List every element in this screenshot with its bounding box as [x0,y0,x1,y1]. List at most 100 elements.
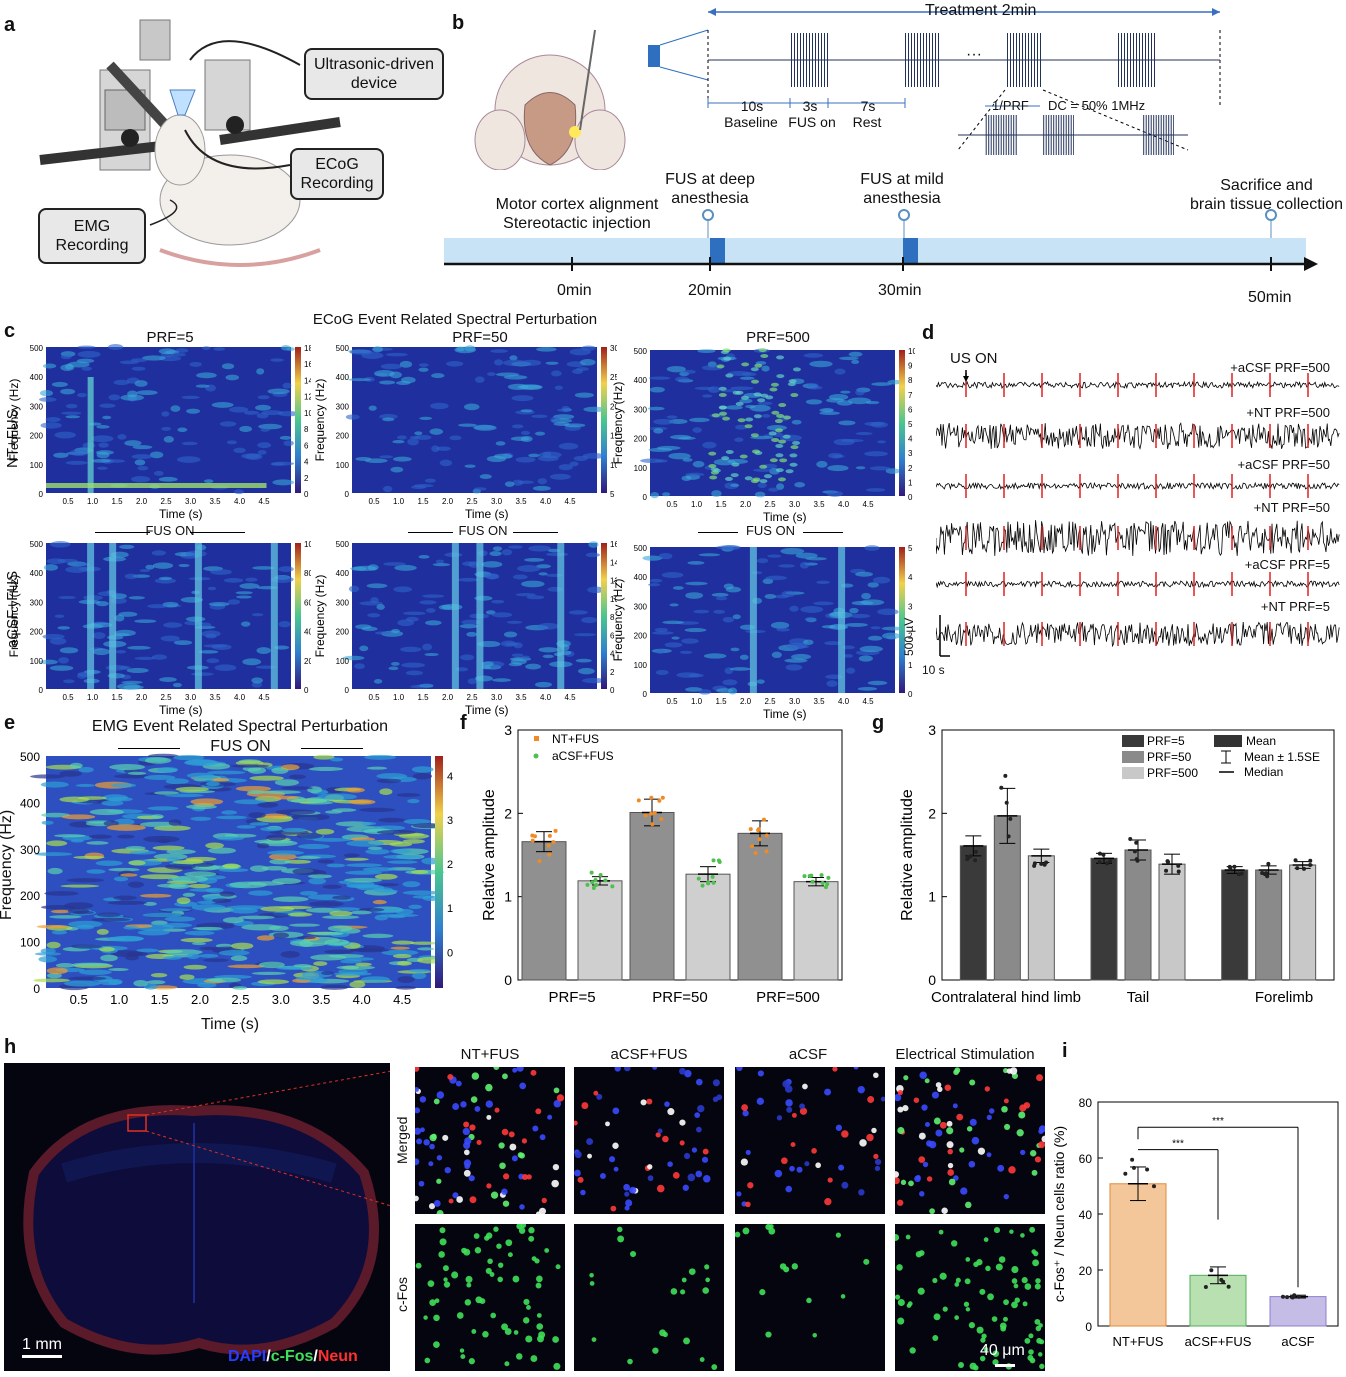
ecog-ytick: 400 [30,569,44,578]
ecog-xtick: 2.5 [764,500,776,509]
ecog-xtick: 1.0 [87,497,99,506]
emg-xtick: 3.5 [312,992,330,1007]
colorbar-tick: 4 [304,458,309,467]
legend-PRF=500: PRF=500 [1147,766,1198,780]
ecog-xtick: 3.5 [209,693,221,702]
micro-col-electrical-stimulation: Electrical Stimulation [895,1046,1035,1063]
ecog-col-prf50: PRF=50 [452,329,508,346]
sig-2: *** [1212,1116,1224,1127]
emg-colorbar-tick: 0 [447,947,453,959]
ecog-xtick: 2.0 [136,693,148,702]
ylabel: c-Fos⁺ / Neun cells ratio (%) [1051,1126,1067,1302]
data-point [750,844,755,849]
ecog-ytick: 200 [30,628,44,637]
ecog-xtick: 2.0 [740,500,752,509]
data-point [1044,860,1049,865]
emg-xlabel: Time (s) [200,1016,260,1033]
ecog-trace-1 [936,422,1340,451]
ytick: 0 [1085,1320,1092,1334]
timeline-time-0: 0min [557,282,592,299]
colorbar-tick: 0 [908,493,913,502]
duty-cycle-label: DC = 50% 1MHz [1048,98,1146,113]
ecog-xtick: 4.5 [862,500,874,509]
micro-image-1-1 [574,1224,724,1371]
data-point [757,837,762,842]
data-point [711,858,716,863]
data-point [700,883,705,888]
bar-PRF=5 [959,845,987,981]
ecog-fus-on-3: FUS ON [698,523,843,538]
ytick: 80 [1079,1096,1093,1110]
ecog-ylabel: Frequency (Hz) [611,382,625,465]
category-label: Contralateral hind limb [931,989,1081,1006]
colorbar-tick: 25 [610,373,617,382]
ecog-xtick: 1.0 [87,693,99,702]
scale-bar-40um-line [995,1364,1015,1367]
micro-col-acsf: aCSF [788,1046,828,1063]
colorbar-tick: 14 [304,376,311,385]
category-label: Forelimb [1255,989,1313,1006]
data-point [1308,858,1313,863]
data-point [1176,863,1181,868]
ecog-trace-5 [936,621,1340,648]
ecog-ytick: 300 [30,598,44,607]
ecog-xtick: 4.0 [234,497,246,506]
colorbar-tick: 2 [610,668,615,677]
ecog-xtick: 2.0 [136,497,148,506]
fus-on-label: FUS on [788,114,836,130]
colorbar-tick: 3 [908,449,913,458]
ecog-ytick: 500 [634,347,648,356]
ecog-xtick: 4.5 [258,693,270,702]
ecog-col-prf5: PRF=5 [146,329,194,346]
ellipsis-dots: ··· [966,46,982,63]
ecog-ylabel: Frequency (Hz) [7,575,21,658]
data-point [1131,1165,1136,1170]
ytick: 1 [928,889,936,905]
data-point [530,838,535,843]
data-point [590,880,595,885]
bar-NT+FUS [521,841,567,981]
ecog-heatmap-4: 500 400 300 200 100 0 16 14 12 10 8 6 4 2 0 0.5 1.0 1.5 2.… [313,540,617,717]
ecog-xtick: 4.0 [838,500,850,509]
data-point [1128,836,1133,841]
data-point [1006,834,1011,839]
data-point [547,852,552,857]
emg-ytick: 200 [20,889,40,903]
stain-cfos: c-Fos [270,1348,314,1365]
ecog-ytick: 400 [634,376,648,385]
ecog-xtick: 3.5 [813,500,825,509]
ecog-ytick: 500 [336,540,350,549]
ytick: 3 [928,722,936,738]
timeline-event-0: Motor cortex alignment Stereotactic inje… [495,196,659,232]
colorbar-tick: 0 [304,686,309,695]
chart-i-cfos-ratio: 0 20 40 60 80 c-Fos⁺ / Neun cells ratio (%) NT… [1051,1096,1339,1349]
ecog-xtick: 4.5 [862,697,874,706]
bar-PRF=500 [1289,864,1317,981]
panel-label-e: e [4,712,16,734]
ytick: 60 [1079,1152,1093,1166]
colorbar-tick: 30 [610,344,617,353]
ecog-ytick: 300 [634,405,648,414]
bar-PRF=500 [1158,863,1186,981]
emg-colorbar-tick: 3 [447,815,453,827]
rest-duration: 7s [860,98,876,114]
scale-bar-voltage: 500 µV [902,617,916,656]
colorbar-tick: 5 [610,490,615,499]
ecog-xtick: 3.5 [209,497,221,506]
emg-ytick: 100 [20,936,40,950]
panel-label-h: h [4,1036,17,1058]
micro-image-0-2 [735,1067,885,1214]
baseline-duration: 10s [740,98,764,114]
colorbar-tick: 1 [908,478,913,487]
data-point [1227,864,1232,869]
ecog-fus-on-label-1: FUS ON [145,523,195,538]
row-label-merged: Merged [394,1116,410,1164]
ecog-xtick: 3.0 [185,497,197,506]
ecog-xtick: 4.0 [540,693,552,702]
colorbar-tick: 20 [610,402,617,411]
data-point [1039,861,1044,866]
ecog-ylabel: Frequency (Hz) [313,379,327,462]
ecog-ytick: 100 [634,661,648,670]
chart-g-relative-amplitude: 0 1 2 3 Relative amplitude Contralateral hind… [899,722,1335,1006]
colorbar-tick: 10 [610,461,617,470]
